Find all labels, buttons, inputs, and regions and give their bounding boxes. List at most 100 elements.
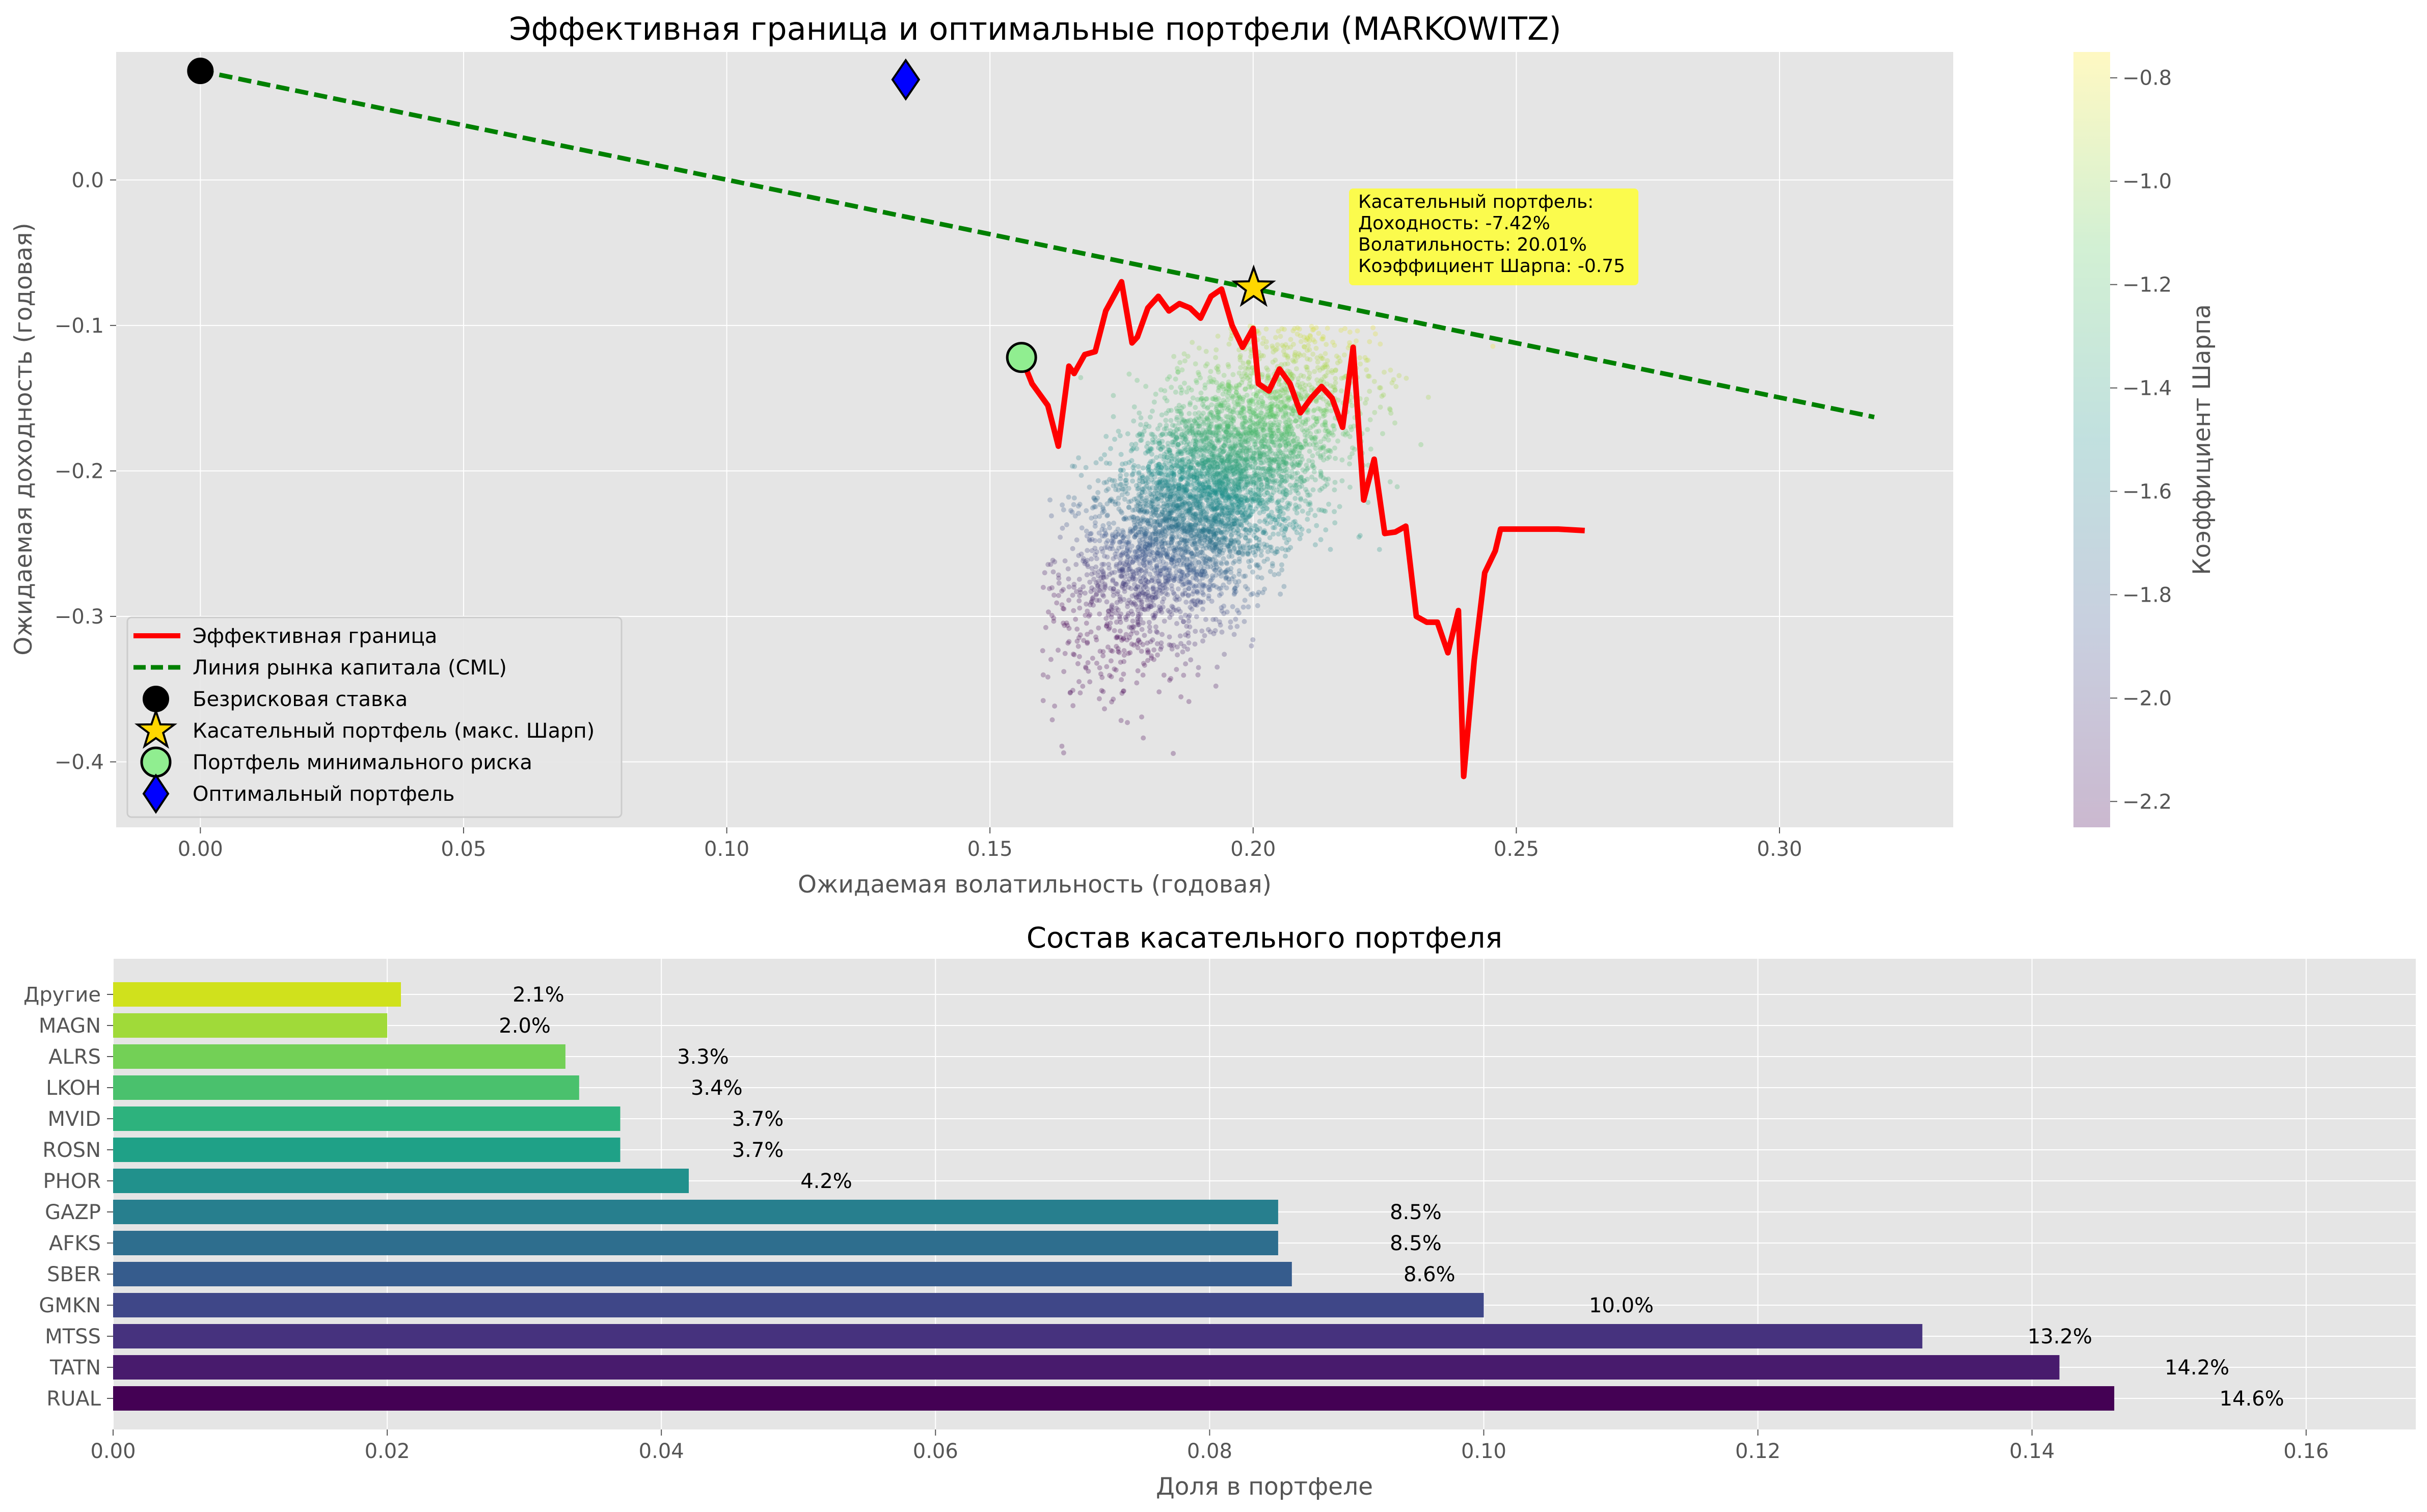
portfolio-point [1281,344,1286,349]
portfolio-point [1238,472,1243,478]
portfolio-point [1118,452,1124,457]
portfolio-point [1186,501,1192,506]
portfolio-point [1347,329,1353,335]
portfolio-point [1145,650,1150,656]
portfolio-point [1295,476,1300,481]
portfolio-point [1209,471,1215,477]
portfolio-point [1228,447,1234,452]
portfolio-point [1218,623,1223,628]
portfolio-point [1357,355,1362,361]
portfolio-point [1187,426,1193,432]
portfolio-point [1236,458,1242,464]
portfolio-point [1286,395,1291,400]
portfolio-point [1064,522,1069,527]
portfolio-point [1252,442,1257,447]
portfolio-point [1305,517,1310,522]
portfolio-point [1218,451,1224,457]
portfolio-point [1293,366,1299,371]
portfolio-point [1225,458,1230,464]
portfolio-point [1118,508,1124,514]
portfolio-point [1214,437,1220,443]
portfolio-point [1264,406,1270,411]
portfolio-point [1178,694,1184,699]
portfolio-point [1270,413,1276,419]
portfolio-point [1171,433,1176,439]
portfolio-point [1242,619,1247,624]
annotation-line-4: Коэффициент Шарпа: -0.75 [1358,256,1625,277]
portfolio-point [1280,394,1286,399]
portfolio-point [1282,455,1287,461]
portfolio-point [1262,492,1268,497]
portfolio-point [1070,546,1075,551]
portfolio-point [1140,530,1145,536]
portfolio-point [1100,505,1105,510]
portfolio-point [1221,505,1227,511]
portfolio-point [1276,503,1282,508]
portfolio-point [1215,465,1220,470]
portfolio-point [1273,434,1279,439]
portfolio-point [1327,430,1332,436]
portfolio-point [1198,564,1204,570]
portfolio-point [1167,526,1172,531]
portfolio-point [1185,508,1191,514]
portfolio-point [1097,649,1103,654]
portfolio-point [1298,460,1303,465]
portfolio-point [1285,354,1291,359]
portfolio-point [1241,604,1246,610]
portfolio-point [1294,462,1300,467]
portfolio-point [1234,496,1239,501]
portfolio-point [1197,447,1203,453]
portfolio-point [1159,540,1165,546]
portfolio-point [1196,370,1201,375]
portfolio-point [1377,385,1382,391]
annotation-line-2: Доходность: -7.42% [1358,213,1550,234]
legend-label-risk-free: Безрисковая ставка [193,688,408,711]
portfolio-point [1240,468,1246,473]
portfolio-point [1232,521,1237,526]
portfolio-point [1192,571,1197,576]
portfolio-point [1147,414,1153,420]
portfolio-point [1258,553,1264,558]
portfolio-point [1318,353,1324,359]
portfolio-point [1193,629,1198,634]
portfolio-point [1267,535,1273,541]
portfolio-point [1247,490,1253,495]
portfolio-point [1268,461,1273,467]
portfolio-point [1303,383,1308,388]
portfolio-point [1131,404,1137,410]
portfolio-point [1318,469,1324,474]
portfolio-point [1254,393,1259,398]
portfolio-point [1152,579,1158,584]
portfolio-point [1210,545,1215,551]
portfolio-point [1146,464,1151,469]
portfolio-point [1186,586,1192,591]
portfolio-point [1379,393,1385,399]
portfolio-point [1154,565,1160,571]
portfolio-point [1275,517,1280,523]
portfolio-point [1137,591,1143,597]
portfolio-point [1117,614,1122,619]
portfolio-point [1223,487,1229,493]
portfolio-point [1158,644,1164,650]
portfolio-point [1186,567,1192,573]
portfolio-point [1145,520,1150,525]
portfolio-point [1129,529,1134,534]
portfolio-point [1084,572,1090,578]
portfolio-point [1222,448,1227,453]
portfolio-point [1271,394,1277,400]
portfolio-point [1097,665,1102,670]
portfolio-point [1199,489,1204,494]
portfolio-point [1286,424,1291,429]
portfolio-point [1268,569,1273,574]
portfolio-point [1134,446,1140,451]
portfolio-point [1167,448,1172,453]
portfolio-point [1059,602,1065,608]
portfolio-point [1213,531,1219,536]
portfolio-point [1140,479,1146,484]
portfolio-point [1150,598,1155,603]
portfolio-point [1317,367,1323,373]
portfolio-point [1040,698,1046,704]
portfolio-point [1227,463,1232,468]
portfolio-point [1199,541,1205,546]
portfolio-point [1159,568,1165,573]
